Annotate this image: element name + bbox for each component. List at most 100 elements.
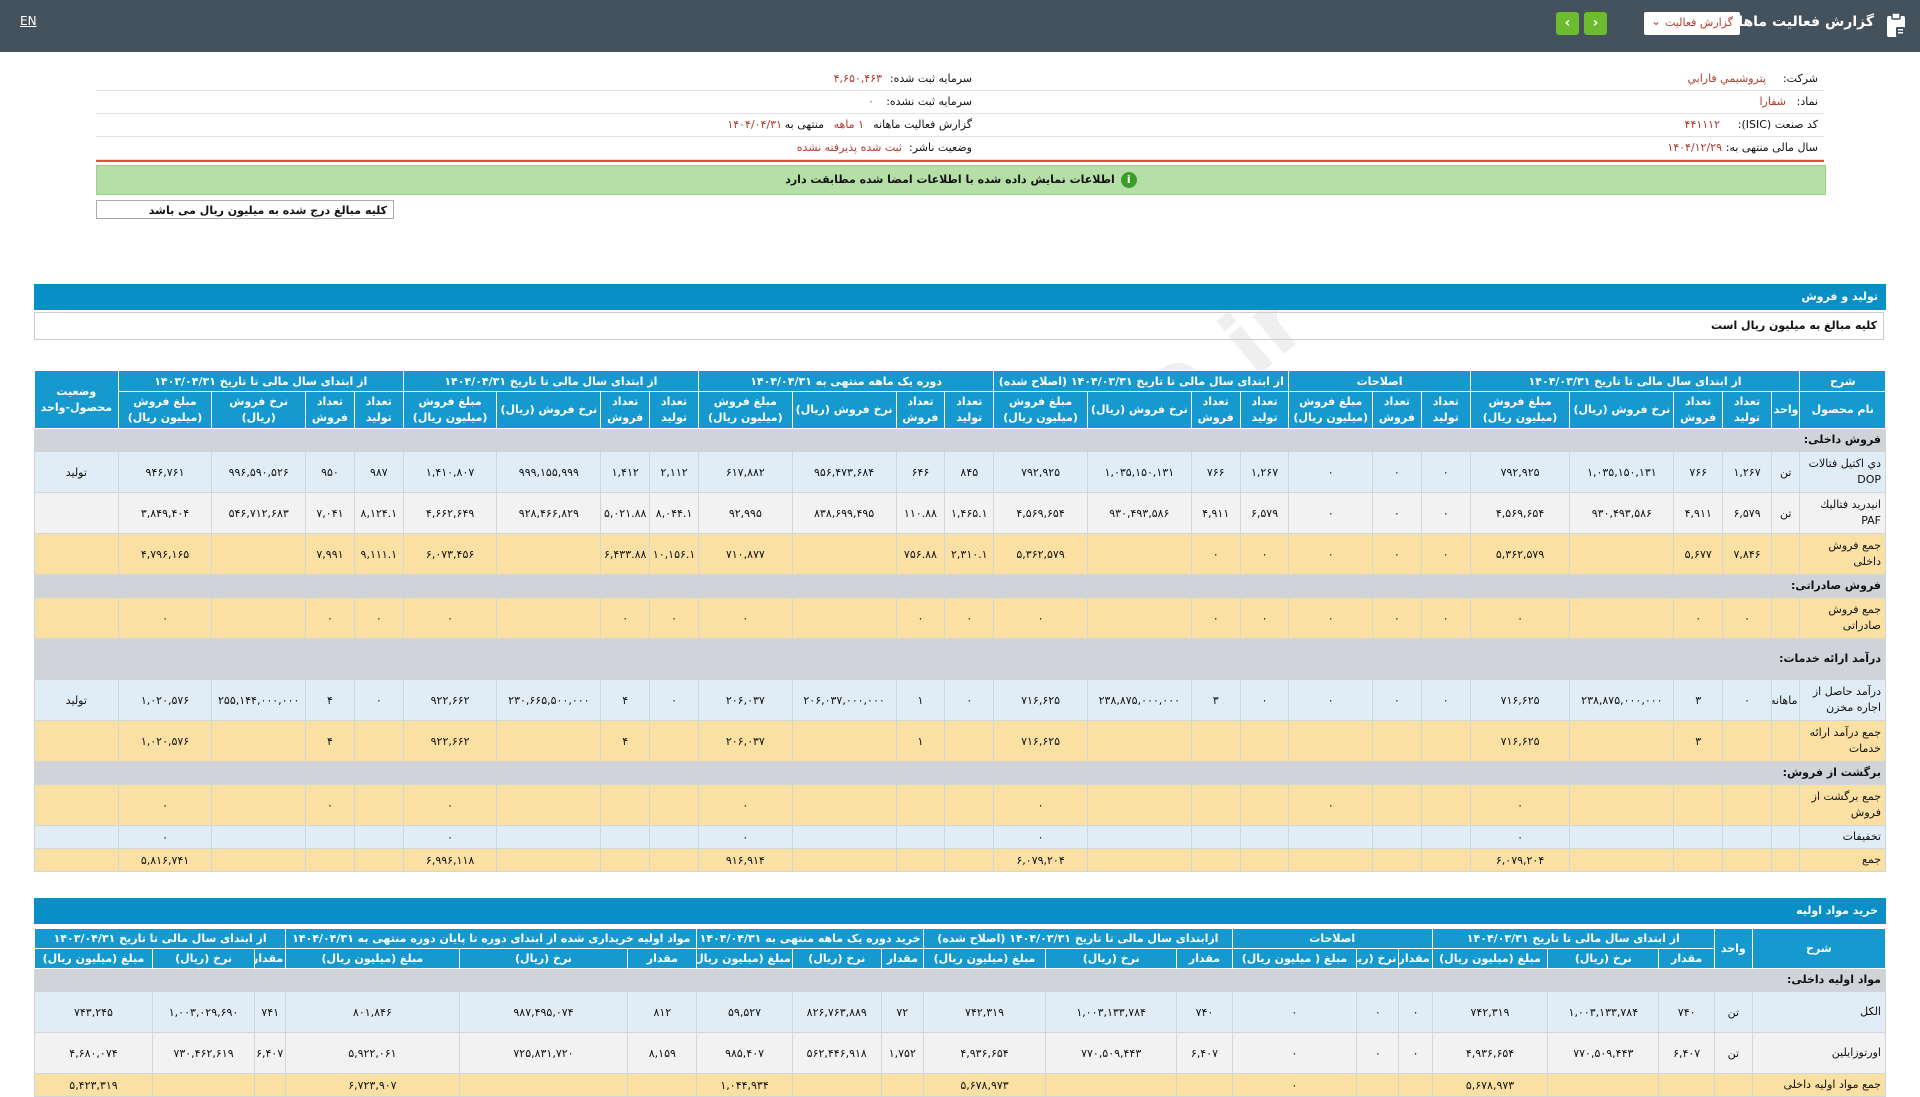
report-period: ۱ ماهه: [833, 118, 864, 131]
table-cell: ۷,۰۴۱: [305, 492, 355, 534]
category-label: مواد اولیه داخلی:: [34, 968, 1886, 992]
previous-report-button[interactable]: ‹: [1556, 12, 1579, 35]
table-cell: ۵,۴۲۳,۳۱۹: [34, 1073, 153, 1097]
table-cell: ۸۲۶,۷۶۳,۸۸۹: [791, 991, 882, 1033]
table-cell: ۷,۹۹۱: [305, 533, 355, 575]
table-cell: ۹۳۰,۴۹۳,۵۸۶: [1569, 492, 1675, 534]
col-header: تعداد فروش: [1371, 391, 1422, 429]
category-label: برگشت از فروش:: [34, 761, 1886, 785]
table-cell: ۰: [1231, 991, 1358, 1033]
table-cell: ۰: [1239, 533, 1290, 575]
table-cell: ۰: [1371, 597, 1422, 639]
table-cell: [1547, 1073, 1660, 1097]
col-header: نرخ (ریال): [151, 948, 256, 969]
table-cell: [791, 825, 897, 849]
table-cell: ۳: [1673, 679, 1724, 721]
col-header: نرخ فروش (ریال): [1569, 391, 1675, 429]
table-cell: ۰: [1288, 597, 1373, 639]
table-cell: [1190, 784, 1241, 826]
table-cell: [1658, 1073, 1715, 1097]
table-cell: ۱,۲۶۷: [1239, 451, 1290, 493]
table-cell: ۵۴۶,۷۱۲,۶۸۳: [211, 492, 307, 534]
table-cell: [1770, 533, 1801, 575]
col-header: تعداد تولید: [353, 391, 404, 429]
col-header: تعداد تولید: [649, 391, 699, 429]
report-date: ۱۴۰۴/۰۴/۳۱: [727, 118, 782, 131]
col-header: نرخ (ریال): [1045, 948, 1178, 969]
table-cell: ۰: [698, 597, 793, 639]
col-header: مواد اولیه خریداری شده از ابتدای دوره تا…: [285, 928, 698, 949]
table-cell: [34, 597, 119, 639]
table-cell: ۵,۶۷۸,۹۷۳: [1431, 1073, 1549, 1097]
table-cell: ۶,۴۰۷: [1176, 1032, 1233, 1074]
table-cell: [34, 720, 119, 762]
table-cell: [1190, 848, 1241, 872]
table-cell: تن: [1770, 451, 1801, 493]
row-label: الكل: [1751, 991, 1887, 1033]
info-row-company: شرکت: پتروشيمي فارابي سرمایه ثبت شده: ۴,…: [96, 68, 1824, 91]
language-toggle[interactable]: EN: [20, 14, 37, 28]
table-cell: ۰: [1371, 492, 1422, 534]
col-header: دوره یک ماهه منتهی به ۱۴۰۴/۰۴/۳۱: [697, 370, 995, 392]
report-type-select[interactable]: گزارش فعالیت ⌄: [1644, 12, 1740, 35]
table-cell: [496, 720, 602, 762]
col-header: تعداد تولید: [944, 391, 995, 429]
col-header: مبلغ فروش (میلیون ریال): [993, 391, 1088, 429]
table-cell: ۰: [1288, 492, 1373, 534]
col-header: مبلغ فروش (میلیون ریال): [1288, 391, 1373, 429]
row-label: جمع: [1799, 848, 1886, 872]
table-cell: [944, 784, 995, 826]
table-cell: ۷۱۶,۶۲۵: [1469, 679, 1571, 721]
table-cell: [1176, 1073, 1233, 1097]
table-cell: ۰: [1288, 784, 1373, 826]
table-cell: ۹۲۲,۶۶۲: [402, 720, 498, 762]
table-row: درآمد حاصل از اجاره مخزن ماهانه ۰ ۳ ۲۳۸,۸۷۵,…: [34, 679, 1886, 721]
table-cell: ۰: [353, 679, 404, 721]
table-cell: [1239, 848, 1290, 872]
unit-note: کلیه مبالغ درج شده به میلیون ریال می باش…: [96, 200, 394, 219]
table-cell: ۰: [698, 784, 793, 826]
table-cell: ۲,۳۱۰.۱: [944, 533, 995, 575]
table-row: دي اكتيل فتالات DOP تن ۱,۲۶۷ ۷۶۶ ۱,۰۳۵,۱۵۰,۱…: [34, 451, 1886, 493]
table-cell: [1086, 784, 1192, 826]
table-cell: ۷۴۰: [1658, 991, 1715, 1033]
table-cell: ۰: [993, 597, 1088, 639]
table-cell: ۷۲: [880, 991, 924, 1033]
table-cell: ۰: [1190, 533, 1241, 575]
unreg-capital-value: ۰: [868, 95, 874, 108]
category-row: برگشت از فروش:: [34, 761, 1886, 785]
table-cell: ۱,۴۶۵.۱: [944, 492, 995, 534]
table-cell: ۴: [600, 720, 651, 762]
next-report-button[interactable]: ›: [1584, 12, 1607, 35]
table-cell: ۰: [117, 597, 213, 639]
table-cell: [895, 848, 946, 872]
table-cell: ۲۳۰,۶۶۵,۵۰۰,۰۰۰: [496, 679, 602, 721]
table-cell: [1673, 848, 1724, 872]
table-cell: [1569, 784, 1675, 826]
table-cell: ۲۰۶,۰۳۷: [698, 679, 793, 721]
table-cell: ۶,۴۰۷: [254, 1032, 287, 1074]
table-cell: ۵,۶۷۷: [1673, 533, 1724, 575]
col-header: مبلغ فروش (میلیون ریال): [698, 391, 793, 429]
company-value: پتروشيمي فارابي: [1687, 72, 1766, 85]
table-cell: ۷۱۰,۸۷۷: [698, 533, 793, 575]
table-cell: ۱,۰۲۰,۵۷۶: [117, 679, 213, 721]
table-cell: [353, 720, 404, 762]
col-header: مبلغ فروش (میلیون ریال): [117, 391, 213, 429]
table-row: الكل تن ۷۴۰ ۱,۰۰۳,۱۳۳,۷۸۴ ۷۴۲,۳۱۹ ۰ ۰ ۰ ۷۴۰ ۱,۰۰۳…: [34, 991, 1887, 1033]
col-header: تعداد فروش: [895, 391, 946, 429]
table-cell: [1190, 825, 1241, 849]
table-cell: ۰: [1231, 1073, 1358, 1097]
col-header: نرخ (ریال): [1547, 948, 1660, 969]
col-header: نرخ (ریال): [1356, 948, 1400, 969]
table-cell: ۹۳۰,۴۹۳,۵۸۶: [1086, 492, 1192, 534]
table-cell: [1288, 720, 1373, 762]
table-cell: ۵۶۲,۴۴۶,۹۱۸: [791, 1032, 882, 1074]
table-cell: ۱,۰۰۳,۱۳۳,۷۸۴: [1045, 991, 1178, 1033]
reg-capital-value: ۴,۶۵۰,۴۶۳: [833, 72, 882, 85]
row-label: اورتوزايلين: [1751, 1032, 1887, 1074]
table-cell: [353, 848, 404, 872]
table-row: تخفیفات ۰ ۰ ۰ ۰ ۰: [34, 825, 1886, 849]
table-cell: [791, 597, 897, 639]
table-cell: ۷۴۱: [254, 991, 287, 1033]
